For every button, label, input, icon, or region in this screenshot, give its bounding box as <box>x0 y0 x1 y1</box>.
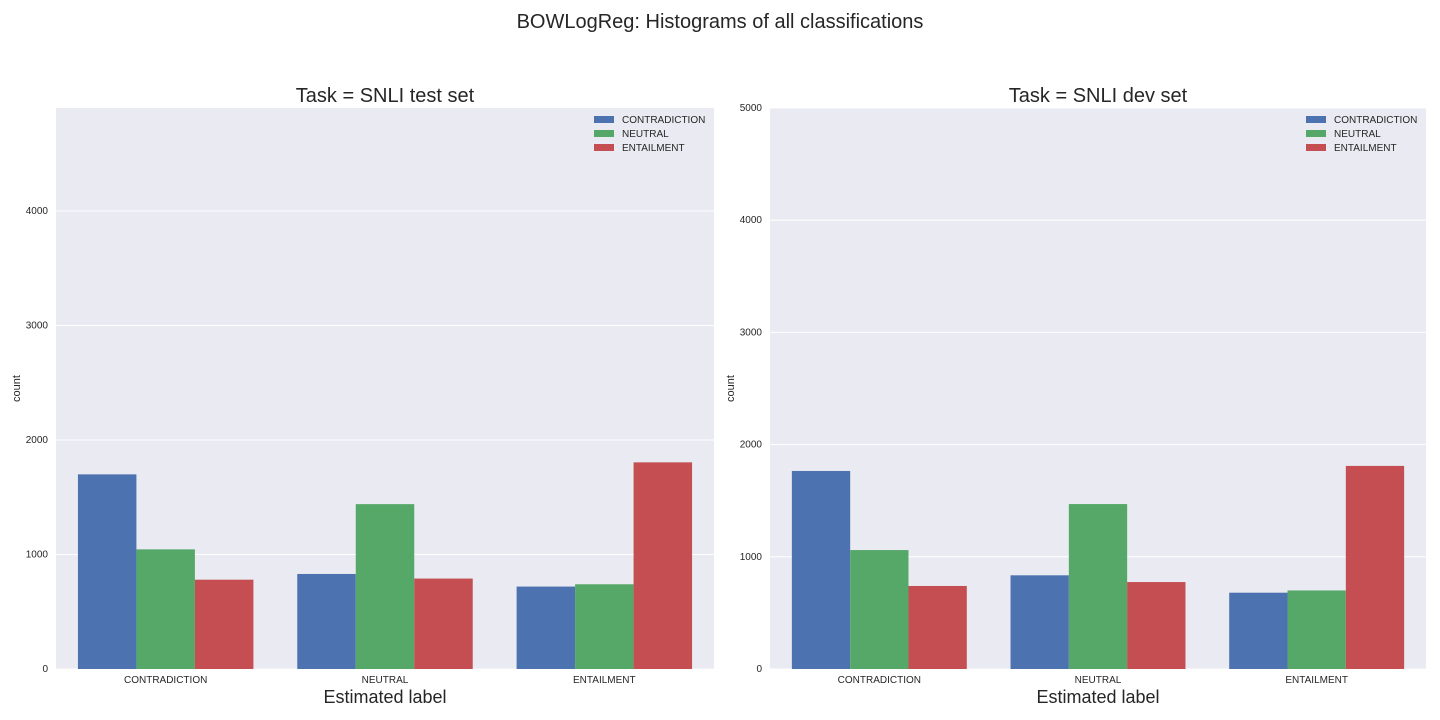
legend-swatch-contradiction <box>594 116 614 123</box>
legend: CONTRADICTION NEUTRAL ENTAILMENT <box>594 115 705 154</box>
legend-swatch-contradiction <box>1306 116 1326 123</box>
x-tick-label: NEUTRAL <box>1075 675 1122 686</box>
bar-entailment-contradiction <box>908 585 967 669</box>
bar-contradiction-neutral <box>1010 575 1069 669</box>
chart-title: Task = SNLI dev set <box>1009 85 1188 107</box>
bar-neutral-contradiction <box>850 550 909 669</box>
bar-contradiction-contradiction <box>791 470 851 669</box>
legend: CONTRADICTION NEUTRAL ENTAILMENT <box>1306 115 1417 154</box>
chart-snli-test: 0 1000 2000 3000 4000 CONTRADICTION NEUTRAL ENT… <box>11 85 714 707</box>
y-axis-label: count <box>11 375 23 402</box>
y-tick-label: 1000 <box>26 550 49 561</box>
y-tick-label: 0 <box>756 664 762 675</box>
bar-entailment-entailment <box>633 462 693 669</box>
legend-label: NEUTRAL <box>622 129 669 140</box>
legend-label: CONTRADICTION <box>622 115 705 126</box>
bar-contradiction-contradiction <box>77 474 137 669</box>
bar-contradiction-entailment <box>1229 592 1288 669</box>
bar-contradiction-entailment <box>516 586 576 669</box>
bar-contradiction-neutral <box>297 573 356 669</box>
x-tick-label: CONTRADICTION <box>838 675 921 686</box>
y-axis-label: count <box>725 375 737 402</box>
legend-swatch-entailment <box>594 144 614 151</box>
legend-swatch-neutral <box>594 130 614 137</box>
legend-swatch-neutral <box>1306 130 1326 137</box>
y-tick-label: 2000 <box>26 435 49 446</box>
legend-swatch-entailment <box>1306 144 1326 151</box>
legend-label: ENTAILMENT <box>1334 143 1397 154</box>
y-tick-label: 4000 <box>26 206 49 217</box>
bar-neutral-neutral <box>1068 504 1128 669</box>
chart-title: Task = SNLI test set <box>296 85 475 107</box>
legend-label: CONTRADICTION <box>1334 115 1417 126</box>
x-tick-label: ENTAILMENT <box>573 675 636 686</box>
bar-entailment-neutral <box>1127 582 1186 669</box>
y-tick-label: 4000 <box>740 215 763 226</box>
bar-neutral-entailment <box>1287 590 1346 669</box>
x-axis-label: Estimated label <box>1036 687 1159 707</box>
legend-label: ENTAILMENT <box>622 143 685 154</box>
bar-entailment-entailment <box>1345 465 1405 669</box>
x-tick-label: CONTRADICTION <box>124 675 207 686</box>
bar-neutral-contradiction <box>136 549 195 669</box>
chart-snli-dev: 0 1000 2000 3000 4000 5000 CONTRADICTION NEUTRA… <box>725 85 1426 707</box>
legend-label: NEUTRAL <box>1334 129 1381 140</box>
x-tick-label: NEUTRAL <box>362 675 409 686</box>
bar-entailment-neutral <box>414 578 473 669</box>
x-axis-label: Estimated label <box>323 687 446 707</box>
bar-entailment-contradiction <box>194 579 254 669</box>
y-tick-label: 3000 <box>26 321 49 332</box>
x-tick-label: ENTAILMENT <box>1285 675 1348 686</box>
y-tick-label: 3000 <box>740 327 763 338</box>
y-tick-label: 1000 <box>740 552 763 563</box>
bar-neutral-neutral <box>355 504 415 669</box>
bar-neutral-entailment <box>575 584 634 669</box>
figure-title: BOWLogReg: Histograms of all classificat… <box>517 11 924 33</box>
y-tick-label: 0 <box>42 664 48 675</box>
y-tick-label: 2000 <box>740 440 763 451</box>
y-tick-label: 5000 <box>740 103 763 114</box>
